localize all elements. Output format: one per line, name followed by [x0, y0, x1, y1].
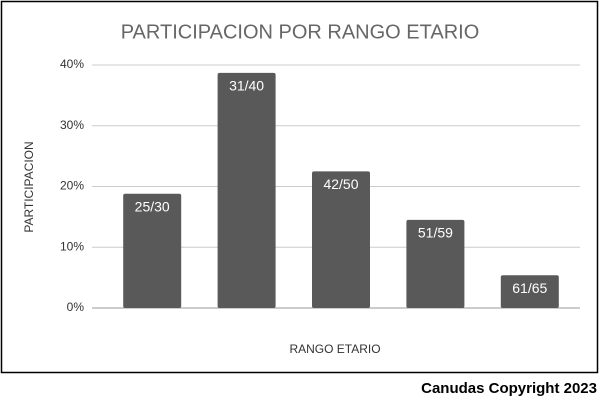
bar [406, 219, 465, 308]
category-label: 42/50 [323, 176, 358, 192]
y-tick-label: 10% [60, 239, 84, 253]
bar [312, 171, 370, 308]
y-tick-label: 30% [60, 118, 84, 132]
category-label: 25/30 [135, 198, 170, 214]
category-label: 51/59 [418, 225, 453, 241]
y-axis-label: PARTICIPACION [22, 141, 36, 232]
y-tick-label: 20% [60, 179, 84, 193]
bar [123, 193, 182, 308]
category-label: 61/65 [512, 280, 547, 296]
chart-title: PARTICIPACION POR RANGO ETARIO [121, 21, 480, 43]
y-tick-label: 40% [60, 57, 84, 71]
y-tick-label: 0% [67, 300, 85, 314]
category-label: 31/40 [229, 78, 264, 94]
bar [500, 275, 559, 308]
bar [217, 72, 276, 309]
footer: Canudas Copyright 2023 [421, 380, 597, 397]
x-axis-label: RANGO ETARIO [289, 342, 380, 356]
